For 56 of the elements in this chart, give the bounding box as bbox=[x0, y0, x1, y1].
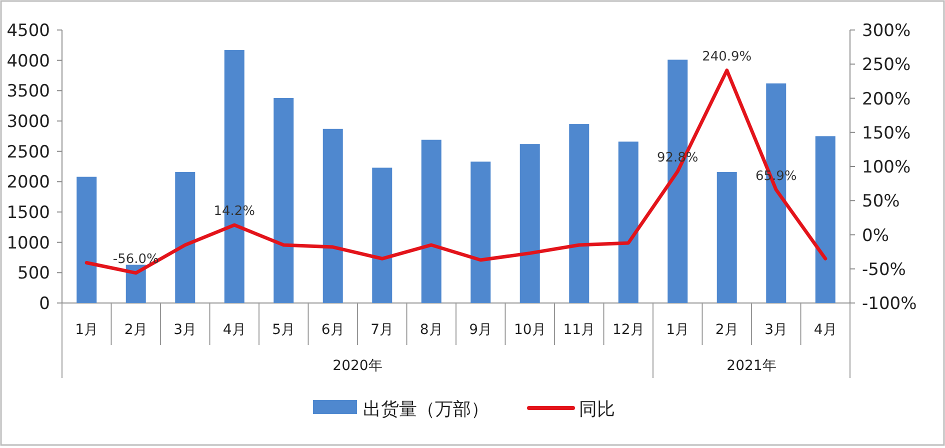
y-tick-label: 2500 bbox=[6, 142, 50, 162]
bar bbox=[520, 144, 540, 303]
data-label: 65.9% bbox=[755, 168, 797, 184]
y2-tick-label: 250% bbox=[862, 55, 911, 76]
y-tick-label: 0 bbox=[39, 294, 50, 314]
bar bbox=[175, 172, 196, 303]
x-tick-label: 8月 bbox=[420, 322, 443, 338]
x-tick-label: 5月 bbox=[272, 322, 296, 338]
bar bbox=[716, 172, 737, 303]
bar bbox=[421, 140, 442, 303]
y2-tick-label: 300% bbox=[862, 21, 911, 41]
bar bbox=[569, 124, 590, 303]
x-tick-label: 7月 bbox=[370, 322, 394, 338]
y2-tick-label: 50% bbox=[862, 192, 900, 212]
bar bbox=[815, 136, 836, 303]
x-tick-label: 4月 bbox=[814, 322, 837, 338]
y-tick-label: 4000 bbox=[6, 51, 50, 72]
y2-tick-label: 100% bbox=[862, 158, 911, 178]
bar bbox=[322, 128, 343, 303]
y2-tick-label: -100% bbox=[862, 294, 917, 314]
data-label: 240.9% bbox=[702, 49, 752, 64]
y-tick-label: 2000 bbox=[6, 172, 50, 193]
y-tick-label: 3500 bbox=[6, 82, 50, 102]
y2-tick-label: -50% bbox=[862, 260, 906, 280]
legend-label: 同比 bbox=[579, 399, 615, 420]
text: 2020年 bbox=[332, 358, 382, 374]
bar bbox=[618, 142, 638, 303]
bar bbox=[76, 176, 97, 303]
x-tick-label: 3月 bbox=[764, 322, 788, 338]
y-tick-label: 4500 bbox=[6, 21, 50, 41]
x-tick-label: 1月 bbox=[75, 322, 98, 338]
x-tick-label: 10月 bbox=[514, 322, 546, 338]
x-tick-label: 12月 bbox=[612, 322, 644, 338]
y-tick-label: 1000 bbox=[6, 233, 50, 254]
y-tick-label: 500 bbox=[18, 264, 50, 284]
bar bbox=[274, 98, 294, 303]
y2-tick-label: 0% bbox=[862, 226, 889, 246]
y-tick-label: 1500 bbox=[6, 203, 50, 223]
x-tick-label: 3月 bbox=[174, 322, 197, 338]
data-label: -56.0% bbox=[112, 252, 159, 267]
bar bbox=[372, 168, 392, 303]
x-tick-label: 11月 bbox=[563, 322, 596, 338]
x-tick-label: 6月 bbox=[321, 322, 344, 338]
legend-label: 出货量（万部） bbox=[363, 399, 489, 420]
data-label: 92.8% bbox=[656, 150, 698, 166]
x-tick-label: 4月 bbox=[222, 322, 246, 338]
x-tick-label: 1月 bbox=[666, 322, 690, 338]
x-tick-label: 2月 bbox=[715, 322, 738, 338]
x-tick-label: 9月 bbox=[469, 322, 492, 338]
x-tick-label: 2月 bbox=[124, 322, 148, 338]
y-tick-label: 3000 bbox=[6, 112, 50, 132]
y2-tick-label: 150% bbox=[862, 123, 911, 144]
bar bbox=[470, 162, 491, 303]
line-series bbox=[84, 68, 828, 275]
y2-tick-label: 200% bbox=[862, 89, 911, 110]
text: 2021年 bbox=[726, 358, 776, 374]
